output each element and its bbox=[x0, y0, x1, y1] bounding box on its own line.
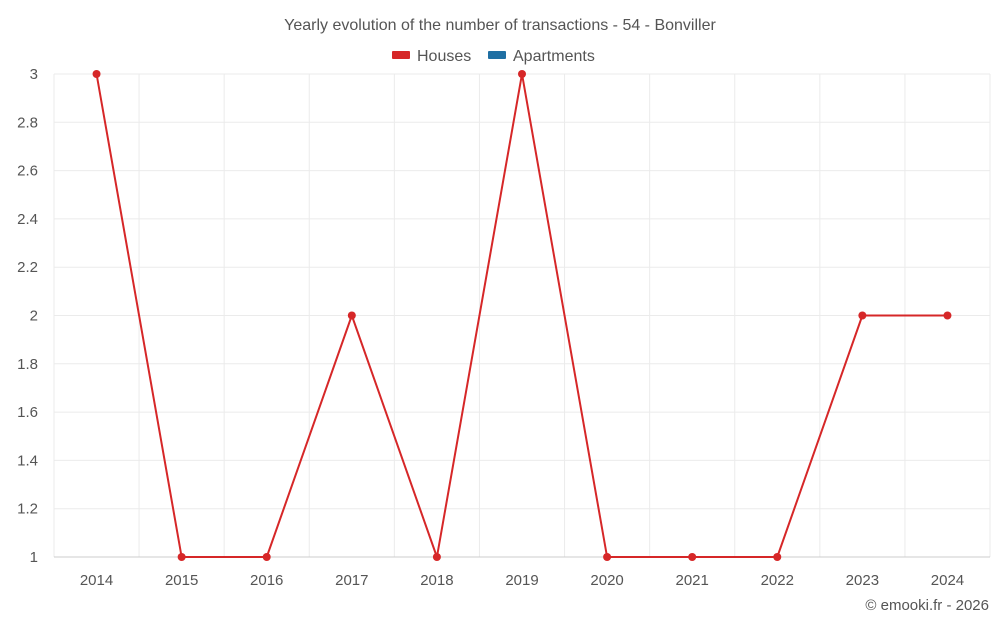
y-tick-label: 1.2 bbox=[17, 501, 38, 518]
houses-point[interactable] bbox=[858, 311, 867, 320]
y-axis: 1 1.2 1.4 1.6 1.8 2 2.2 2.4 2.6 2.8 3 bbox=[17, 66, 38, 566]
x-axis: 2014 2015 2016 2017 2018 2019 2020 2021 2022 2023… bbox=[54, 556, 990, 589]
houses-point[interactable] bbox=[432, 553, 441, 561]
y-tick-label: 1.6 bbox=[17, 404, 38, 421]
y-tick-label: 2.8 bbox=[17, 114, 38, 131]
credit-text: © emooki.fr - 2026 bbox=[865, 597, 989, 614]
y-tick-label: 2.2 bbox=[17, 259, 38, 276]
series-houses bbox=[92, 70, 952, 561]
legend-swatch-houses[interactable] bbox=[392, 51, 410, 59]
houses-point[interactable] bbox=[177, 553, 186, 561]
houses-point[interactable] bbox=[518, 70, 526, 78]
houses-point[interactable] bbox=[347, 311, 356, 320]
houses-point[interactable] bbox=[603, 553, 612, 561]
x-tick-label: 2018 bbox=[420, 572, 453, 589]
x-tick-label: 2021 bbox=[675, 572, 708, 589]
x-tick-label: 2014 bbox=[80, 572, 113, 589]
houses-point[interactable] bbox=[773, 553, 782, 561]
legend-label-houses[interactable]: Houses bbox=[417, 48, 471, 65]
y-tick-label: 2.4 bbox=[17, 211, 38, 228]
houses-point[interactable] bbox=[262, 553, 271, 561]
houses-point[interactable] bbox=[688, 553, 697, 561]
houses-point[interactable] bbox=[92, 70, 101, 78]
y-tick-label: 1.4 bbox=[17, 452, 38, 469]
y-tick-label: 1 bbox=[30, 549, 38, 566]
x-tick-label: 2020 bbox=[590, 572, 623, 589]
legend: Houses Apartments bbox=[392, 48, 595, 65]
x-tick-label: 2019 bbox=[505, 572, 538, 589]
y-tick-label: 2 bbox=[30, 308, 38, 325]
y-tick-label: 1.8 bbox=[17, 356, 38, 373]
y-tick-label: 3 bbox=[30, 66, 38, 83]
x-tick-label: 2016 bbox=[250, 572, 283, 589]
y-tick-label: 2.6 bbox=[17, 163, 38, 180]
x-tick-label: 2024 bbox=[931, 572, 964, 589]
chart-title: Yearly evolution of the number of transa… bbox=[284, 17, 716, 34]
legend-label-apartments[interactable]: Apartments bbox=[513, 48, 595, 65]
x-tick-label: 2022 bbox=[761, 572, 794, 589]
houses-point[interactable] bbox=[943, 311, 952, 320]
x-tick-label: 2023 bbox=[846, 572, 879, 589]
x-tick-label: 2015 bbox=[165, 572, 198, 589]
x-tick-label: 2017 bbox=[335, 572, 368, 589]
grid bbox=[53, 73, 991, 557]
legend-swatch-apartments[interactable] bbox=[488, 51, 506, 59]
